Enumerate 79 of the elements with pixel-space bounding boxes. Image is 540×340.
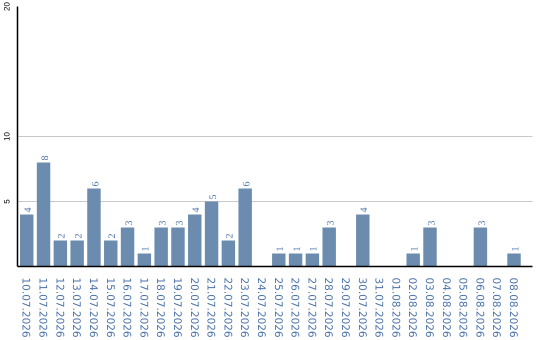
x-tick-label: 01.08.2026 bbox=[389, 278, 402, 338]
x-tick-label: 16.07.2026 bbox=[120, 278, 133, 338]
data-label: 2 bbox=[107, 234, 118, 238]
data-label: 8 bbox=[40, 156, 51, 160]
bar bbox=[87, 188, 101, 266]
data-label: 6 bbox=[242, 182, 253, 186]
x-tick-label: 02.08.2026 bbox=[406, 278, 418, 338]
x-tick-label: 12.07.2026 bbox=[53, 278, 66, 338]
bar bbox=[171, 228, 185, 266]
x-tick-label: 17.07.2026 bbox=[137, 278, 150, 338]
data-label: 3 bbox=[476, 220, 488, 226]
bar bbox=[138, 254, 152, 266]
data-label: 1 bbox=[308, 246, 320, 252]
data-label: 4 bbox=[23, 208, 34, 212]
data-label: 2 bbox=[224, 234, 236, 238]
x-tick-label: 11.07.2026 bbox=[36, 278, 49, 338]
bar bbox=[20, 214, 34, 266]
bar bbox=[288, 254, 302, 266]
data-label: 3 bbox=[426, 220, 438, 226]
x-tick-label: 06.08.2026 bbox=[473, 278, 486, 338]
x-tick-label: 30.07.2026 bbox=[356, 278, 368, 338]
bar bbox=[507, 254, 521, 266]
bar bbox=[120, 228, 134, 266]
data-label: 3 bbox=[124, 220, 135, 226]
bar bbox=[423, 228, 437, 266]
bar bbox=[272, 254, 286, 266]
data-label: 3 bbox=[174, 220, 186, 226]
data-label: 1 bbox=[410, 246, 421, 252]
bar bbox=[204, 202, 218, 266]
bar bbox=[36, 162, 50, 266]
x-tick-label: 21.07.2026 bbox=[204, 278, 217, 338]
x-tick-label: 19.07.2026 bbox=[170, 278, 183, 338]
bar bbox=[474, 228, 488, 266]
bar bbox=[322, 228, 336, 266]
y-tick-label: 5 bbox=[2, 198, 12, 204]
x-tick-label: 23.07.2026 bbox=[238, 278, 250, 338]
x-tick-label: 28.07.2026 bbox=[322, 278, 334, 338]
x-tick-label: 22.07.2026 bbox=[221, 278, 234, 338]
x-tick-label: 31.07.2026 bbox=[372, 278, 385, 338]
x-tick-label: 29.07.2026 bbox=[338, 278, 351, 338]
data-label: 5 bbox=[208, 194, 219, 200]
data-label: 1 bbox=[275, 246, 286, 252]
bar bbox=[306, 254, 320, 266]
data-label: 3 bbox=[326, 220, 337, 226]
x-tick-label: 24.07.2026 bbox=[254, 278, 267, 338]
x-tick-label: 18.07.2026 bbox=[154, 278, 166, 338]
bar bbox=[406, 254, 420, 266]
y-tick-label: 20 bbox=[2, 2, 12, 11]
bar bbox=[188, 214, 202, 266]
data-label: 2 bbox=[73, 234, 84, 238]
x-tick-label: 27.07.2026 bbox=[305, 278, 318, 338]
bar bbox=[70, 240, 84, 266]
bar bbox=[356, 214, 370, 266]
data-label: 1 bbox=[292, 246, 303, 252]
data-label: 4 bbox=[191, 208, 202, 212]
data-label: 1 bbox=[510, 246, 522, 252]
x-tick-label: 10.07.2026 bbox=[20, 278, 32, 338]
data-label: 6 bbox=[90, 182, 102, 186]
x-tick-label: 14.07.2026 bbox=[86, 278, 99, 338]
x-tick-label: 08.08.2026 bbox=[507, 278, 520, 338]
data-label: 3 bbox=[158, 220, 168, 226]
x-tick-label: 26.07.2026 bbox=[288, 278, 301, 338]
x-tick-label: 07.08.2026 bbox=[490, 278, 502, 338]
x-tick-label: 13.07.2026 bbox=[70, 278, 82, 338]
y-tick-label: 10 bbox=[2, 132, 12, 141]
bar bbox=[154, 228, 168, 266]
data-label: 4 bbox=[359, 208, 370, 212]
x-tick-label: 04.08.2026 bbox=[440, 278, 452, 338]
x-tick-label: 03.08.2026 bbox=[423, 278, 436, 338]
bar bbox=[238, 188, 252, 266]
x-tick-label: 15.07.2026 bbox=[104, 278, 116, 338]
bar bbox=[104, 240, 118, 266]
x-tick-label: 05.08.2026 bbox=[456, 278, 469, 338]
x-tick-label: 25.07.2026 bbox=[272, 278, 284, 338]
bar bbox=[54, 240, 68, 266]
bar bbox=[222, 240, 236, 266]
data-label: 2 bbox=[56, 234, 68, 238]
x-tick-label: 20.07.2026 bbox=[188, 278, 200, 338]
data-label: 1 bbox=[140, 246, 152, 252]
